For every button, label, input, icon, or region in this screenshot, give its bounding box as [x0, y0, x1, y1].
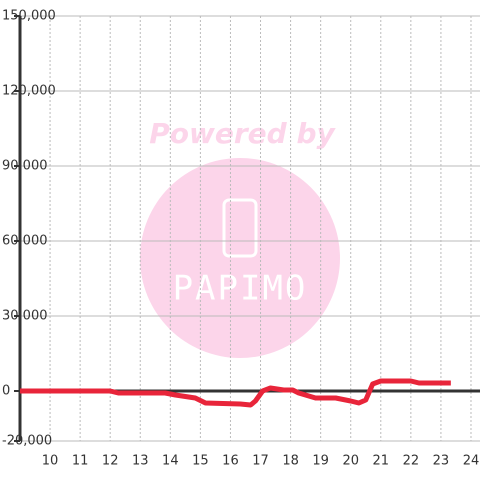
x-tick-label: 24 — [463, 454, 480, 469]
x-tick-label: 12 — [102, 454, 119, 469]
x-tick-label: 21 — [373, 454, 390, 469]
x-tick-label: 19 — [312, 454, 329, 469]
watermark-text: Powered by — [149, 117, 336, 150]
x-tick-label: 10 — [42, 454, 59, 469]
x-tick-label: 17 — [252, 454, 269, 469]
x-tick-label: 16 — [222, 454, 239, 469]
y-tick-label: -20,000 — [2, 434, 52, 449]
y-tick-label: 120,000 — [2, 84, 56, 99]
x-tick-label: 18 — [282, 454, 299, 469]
y-tick-label: 90,000 — [2, 159, 48, 174]
x-tick-label: 13 — [132, 454, 149, 469]
y-tick-label: 150,000 — [2, 9, 56, 24]
x-tick-label: 14 — [162, 454, 179, 469]
x-tick-label: 20 — [342, 454, 359, 469]
x-tick-label: 23 — [433, 454, 450, 469]
x-tick-label: 11 — [72, 454, 89, 469]
x-tick-label: 22 — [403, 454, 420, 469]
x-tick-label: 15 — [192, 454, 209, 469]
y-tick-label: 30,000 — [2, 309, 48, 324]
watermark-circle — [140, 158, 340, 358]
y-tick-label: 60,000 — [2, 234, 48, 249]
watermark-phone — [222, 198, 258, 258]
data-line — [20, 378, 451, 408]
y-tick-label: 0 — [2, 384, 10, 399]
watermark-logo: PAPIMO — [173, 269, 308, 309]
